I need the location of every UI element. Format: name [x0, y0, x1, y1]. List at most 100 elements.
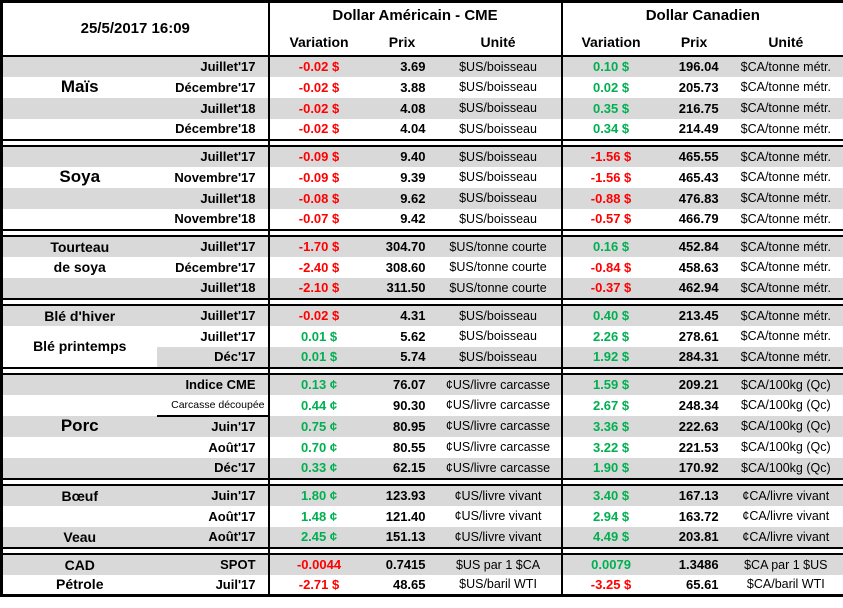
us-variation-cell: -0.02 $: [267, 55, 369, 77]
category-cell: Soya: [59, 167, 101, 186]
us-variation-cell: 0.01 $: [267, 346, 369, 368]
us-price-cell: 151.13: [368, 526, 436, 548]
ca-price-cell: 65.61: [686, 576, 719, 592]
ca-variation-cell: 0.16 $: [560, 235, 660, 257]
us-price-cell: 311.50: [368, 277, 436, 299]
us-price-cell: 308.60: [385, 259, 426, 275]
us-variation-cell: 0.44 ¢: [267, 394, 369, 416]
us-variation-cell: -0.0044: [267, 553, 369, 575]
table-row-tourteau-de-soya-2: Juillet'18 -2.10 $311.50 $US/tonne courte -…: [1, 277, 843, 299]
ca-price-cell: 278.61: [678, 328, 719, 344]
us-price-cell: 5.74: [368, 346, 436, 368]
ca-variation-cell: 2.26 $: [560, 325, 660, 347]
table-row-soya-2: Juillet'18 -0.08 $9.62 $US/boisseau -0.88 $…: [1, 187, 843, 209]
us-price-cell: 9.42: [400, 211, 426, 226]
ca-variation-cell: 3.22 $: [560, 436, 660, 458]
ca-unit-header: Unité: [768, 33, 804, 50]
contract-month-cell: Août'17: [208, 508, 256, 524]
category-cell: Bœuf: [1, 484, 157, 506]
ca-variation-cell: -0.37 $: [560, 277, 660, 299]
ca-price-cell: 221.53: [678, 439, 719, 455]
us-price-cell: 0.7415: [368, 553, 436, 575]
contract-month-cell: Juillet'17: [156, 235, 269, 257]
table-row-porc-3: Août'17 0.70 ¢ 80.55 ¢US/livre carcasse 3.22…: [2, 436, 843, 458]
table-row-mais-3: Décembre'18 -0.02 $ 4.04 $US/boisseau 0.34 $…: [2, 118, 843, 140]
us-unit-cell: $US/boisseau: [459, 121, 537, 136]
ca-variation-cell: 3.40 $: [560, 484, 660, 506]
ca-unit-cell: $CA par 1 $US: [728, 553, 843, 575]
us-unit-cell: $US/tonne courte: [449, 260, 547, 274]
category-cell: [1, 373, 157, 395]
us-variation-cell: -0.02 $: [267, 97, 369, 119]
contract-month-cell: Juillet'17: [156, 55, 269, 77]
table-header: 25/5/2017 16:09 Dollar Américain - CME D…: [1, 1, 843, 56]
us-unit-cell: $US/boisseau: [459, 329, 537, 343]
category-cell: Porc: [1, 415, 157, 437]
ca-unit-cell: $CA/100kg (Qc): [741, 398, 831, 412]
category-cell: [2, 506, 157, 527]
ca-unit-cell: $CA/tonne métr.: [740, 260, 831, 274]
us-unit-cell: ¢US/livre carcasse: [445, 398, 551, 412]
us-variation-cell: -0.08 $: [267, 187, 369, 209]
us-variation-cell: 0.01 $: [267, 325, 369, 347]
contract-month-cell: Juin'17: [156, 484, 269, 506]
contract-month-cell: Juillet'17: [156, 304, 269, 326]
contract-month-cell: Décembre'18: [175, 121, 256, 136]
table-row-ble-0: Blé d'hiver Juillet'17 -0.02 $4.31 $US/bois…: [1, 304, 843, 326]
ca-price-cell: 205.73: [678, 79, 719, 95]
ca-variation-header: Variation: [560, 28, 660, 56]
us-variation-cell: 1.48 ¢: [267, 505, 369, 527]
us-unit-cell: ¢US/livre carcasse: [435, 415, 562, 437]
us-variation-cell: -1.70 $: [267, 235, 369, 257]
us-variation-cell: 0.70 ¢: [267, 436, 369, 458]
us-unit-cell: $US/boisseau: [459, 170, 537, 184]
ca-price-cell: 203.81: [659, 526, 729, 548]
us-variation-cell: 0.33 ¢: [267, 457, 369, 479]
us-price-cell: 62.15: [368, 457, 436, 479]
us-unit-header: Unité: [480, 33, 516, 50]
us-price-cell: 304.70: [368, 235, 436, 257]
contract-month-cell: Juillet'17: [200, 328, 256, 344]
us-price-cell: 80.55: [392, 439, 426, 455]
us-variation-cell: -0.02 $: [267, 76, 369, 98]
ca-unit-cell: $CA/tonne métr.: [728, 97, 843, 119]
us-price-cell: 3.88: [400, 79, 426, 95]
ca-variation-cell: -1.56 $: [560, 166, 660, 188]
contract-month-cell: Juillet'17: [156, 145, 269, 167]
contract-month-cell: Indice CME: [156, 373, 269, 395]
ca-variation-cell: -0.88 $: [560, 187, 660, 209]
category-cell: [1, 55, 157, 77]
us-variation-cell: 0.13 ¢: [267, 373, 369, 395]
ca-price-cell: 214.49: [678, 121, 719, 136]
category-cell: Veau: [1, 526, 157, 548]
ca-price-cell: 458.63: [678, 259, 719, 275]
category-cell: Maïs: [60, 77, 99, 96]
contract-month-cell: Août'17: [208, 439, 256, 455]
category-cell: Blé d'hiver: [1, 304, 157, 326]
ca-variation-cell: -3.25 $: [560, 574, 660, 596]
table-row-ble-1: Blé printemps Juillet'17 0.01 $ 5.62 $US/boi…: [1, 325, 843, 368]
ca-price-header: Prix: [680, 33, 708, 50]
us-unit-cell: $US/baril WTI: [459, 577, 537, 592]
contract-month-cell: Déc'17: [156, 346, 269, 368]
section-divider: [1, 546, 843, 555]
category-cell: CAD: [1, 553, 157, 575]
ca-unit-cell: $CA/100kg (Qc): [728, 373, 843, 395]
us-variation-cell: -0.07 $: [267, 208, 369, 230]
ca-price-cell: 213.45: [659, 304, 729, 326]
us-variation-cell: -0.02 $: [267, 118, 369, 140]
us-price-cell: 80.95: [368, 415, 436, 437]
us-unit-cell: ¢US/livre vivant: [435, 526, 562, 548]
us-unit-cell: ¢US/livre vivant: [435, 484, 562, 506]
ca-unit-cell: ¢CA/livre vivant: [742, 509, 830, 523]
category-cell: [1, 277, 157, 299]
table-row-boeuf-veau-1: Août'17 1.48 ¢ 121.40 ¢US/livre vivant 2.94 …: [2, 505, 843, 527]
us-price-header: Prix: [388, 33, 416, 50]
us-price-cell: 4.04: [400, 121, 426, 136]
us-dollar-group-header: Dollar Américain - CME: [267, 1, 562, 29]
ca-variation-cell: -1.56 $: [560, 145, 660, 167]
us-unit-cell: ¢US/livre carcasse: [445, 440, 551, 454]
us-unit-cell: $US/boisseau: [435, 145, 562, 167]
ca-variation-cell: 1.92 $: [560, 346, 660, 368]
